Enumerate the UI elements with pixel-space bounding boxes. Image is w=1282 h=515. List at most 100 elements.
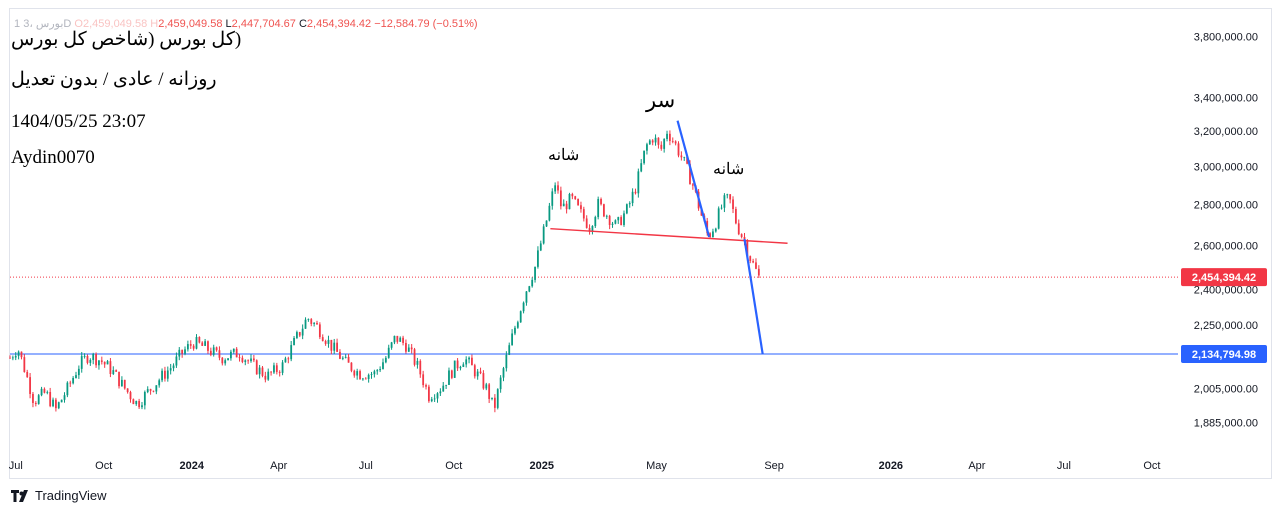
candle-body: [14, 355, 17, 358]
candle-body: [132, 399, 135, 405]
candle-body: [296, 332, 298, 338]
candle-body: [691, 184, 694, 186]
candle-body: [324, 341, 327, 344]
candle-body: [152, 390, 155, 392]
x-tick-label: Jul: [9, 460, 23, 472]
candle-body: [720, 207, 723, 209]
candle-body: [554, 185, 557, 192]
candle-body: [502, 368, 505, 378]
candle-body: [468, 357, 470, 360]
tradingview-brand[interactable]: TradingView: [11, 488, 107, 503]
candle-body: [353, 370, 356, 376]
candle-body: [511, 333, 513, 346]
candle-body: [422, 374, 425, 386]
candle-body: [230, 351, 232, 359]
x-tick-label: Oct: [95, 460, 112, 472]
candle-body: [631, 191, 634, 204]
candle-body: [482, 373, 485, 389]
candle-body: [330, 339, 333, 351]
candle-body: [539, 243, 542, 251]
candle-body: [522, 302, 525, 312]
candle-body: [491, 397, 493, 399]
candle-body: [654, 137, 657, 143]
candle-body: [298, 332, 301, 336]
neckline[interactable]: [550, 227, 788, 244]
candle-body: [370, 374, 373, 376]
candle-body: [623, 213, 625, 225]
candle-body: [198, 337, 201, 343]
candle-body: [628, 203, 631, 205]
x-tick-label: May: [646, 460, 667, 472]
candle-body: [648, 140, 651, 145]
x-tick-label: Oct: [445, 460, 462, 472]
candle-body: [496, 389, 499, 408]
candle-body: [192, 345, 195, 349]
candle-body: [284, 358, 287, 363]
x-axis: Jul Oct 2024 Apr Jul Oct 2025 May Sep 2026 Apr Jul O…: [9, 460, 1161, 472]
candle-body: [258, 367, 261, 375]
candle-body: [362, 378, 364, 380]
candle-body: [118, 371, 120, 387]
candle-body: [26, 371, 29, 378]
candle-body: [723, 195, 726, 208]
head-drop-line[interactable]: [676, 120, 711, 238]
candle-body: [580, 205, 582, 210]
candle-body: [582, 209, 585, 219]
candle-body: [215, 347, 218, 351]
y-tick-label: 3,800,000.00: [1194, 31, 1258, 43]
candle-body: [743, 236, 746, 241]
candle-body: [293, 337, 295, 346]
candle-body: [273, 365, 275, 373]
candle-body: [757, 268, 760, 276]
candle-body: [270, 371, 272, 373]
candle-body: [235, 348, 238, 358]
ohlc-legend: 1 بورس ،3D O2,459,049.58 H2,459,049.58 L…: [14, 17, 478, 30]
candle-body: [734, 208, 737, 224]
candle-body: [364, 378, 367, 380]
candle-body: [712, 231, 714, 238]
candle-body: [709, 233, 711, 238]
candle-body: [255, 360, 258, 375]
candle-body: [143, 391, 146, 406]
candle-body: [525, 291, 528, 303]
candle-body: [680, 155, 683, 158]
candle-body: [66, 382, 69, 396]
candle-body: [405, 342, 407, 352]
candle-body: [617, 217, 620, 221]
candle-body: [201, 342, 204, 346]
candle-body: [436, 393, 439, 399]
candle-body: [186, 344, 189, 350]
candle-body: [519, 311, 522, 323]
x-tick-label: Jul: [359, 460, 373, 472]
candle-body: [227, 358, 229, 361]
candle-body: [611, 223, 614, 225]
candle-body: [493, 397, 496, 408]
candle-body: [430, 399, 433, 402]
candle-body: [29, 377, 31, 394]
change-value: −12,584.79 (−0.51%): [374, 18, 478, 30]
target-line[interactable]: [743, 238, 764, 355]
candle-body: [261, 367, 264, 376]
candle-body: [141, 405, 143, 408]
candle-body: [410, 347, 413, 350]
candle-body: [551, 191, 554, 206]
x-tick-label: 2024: [179, 460, 204, 472]
candle-body: [660, 144, 663, 149]
candle-body: [367, 374, 370, 380]
candle-body: [100, 360, 103, 362]
candle-body: [195, 337, 198, 349]
candle-body: [485, 384, 488, 389]
candle-body: [327, 339, 330, 344]
candle-body: [333, 342, 336, 351]
candle-body: [103, 361, 106, 365]
x-tick-label: 2026: [879, 460, 903, 472]
candle-body: [514, 327, 516, 334]
support-price-tag-bg: [1181, 345, 1267, 364]
candle-body: [588, 227, 591, 232]
candle-body: [416, 360, 419, 365]
candle-body: [115, 370, 118, 372]
last-price-tag-bg: [1181, 268, 1267, 287]
candle-body: [537, 250, 539, 267]
candle-body: [146, 389, 149, 392]
